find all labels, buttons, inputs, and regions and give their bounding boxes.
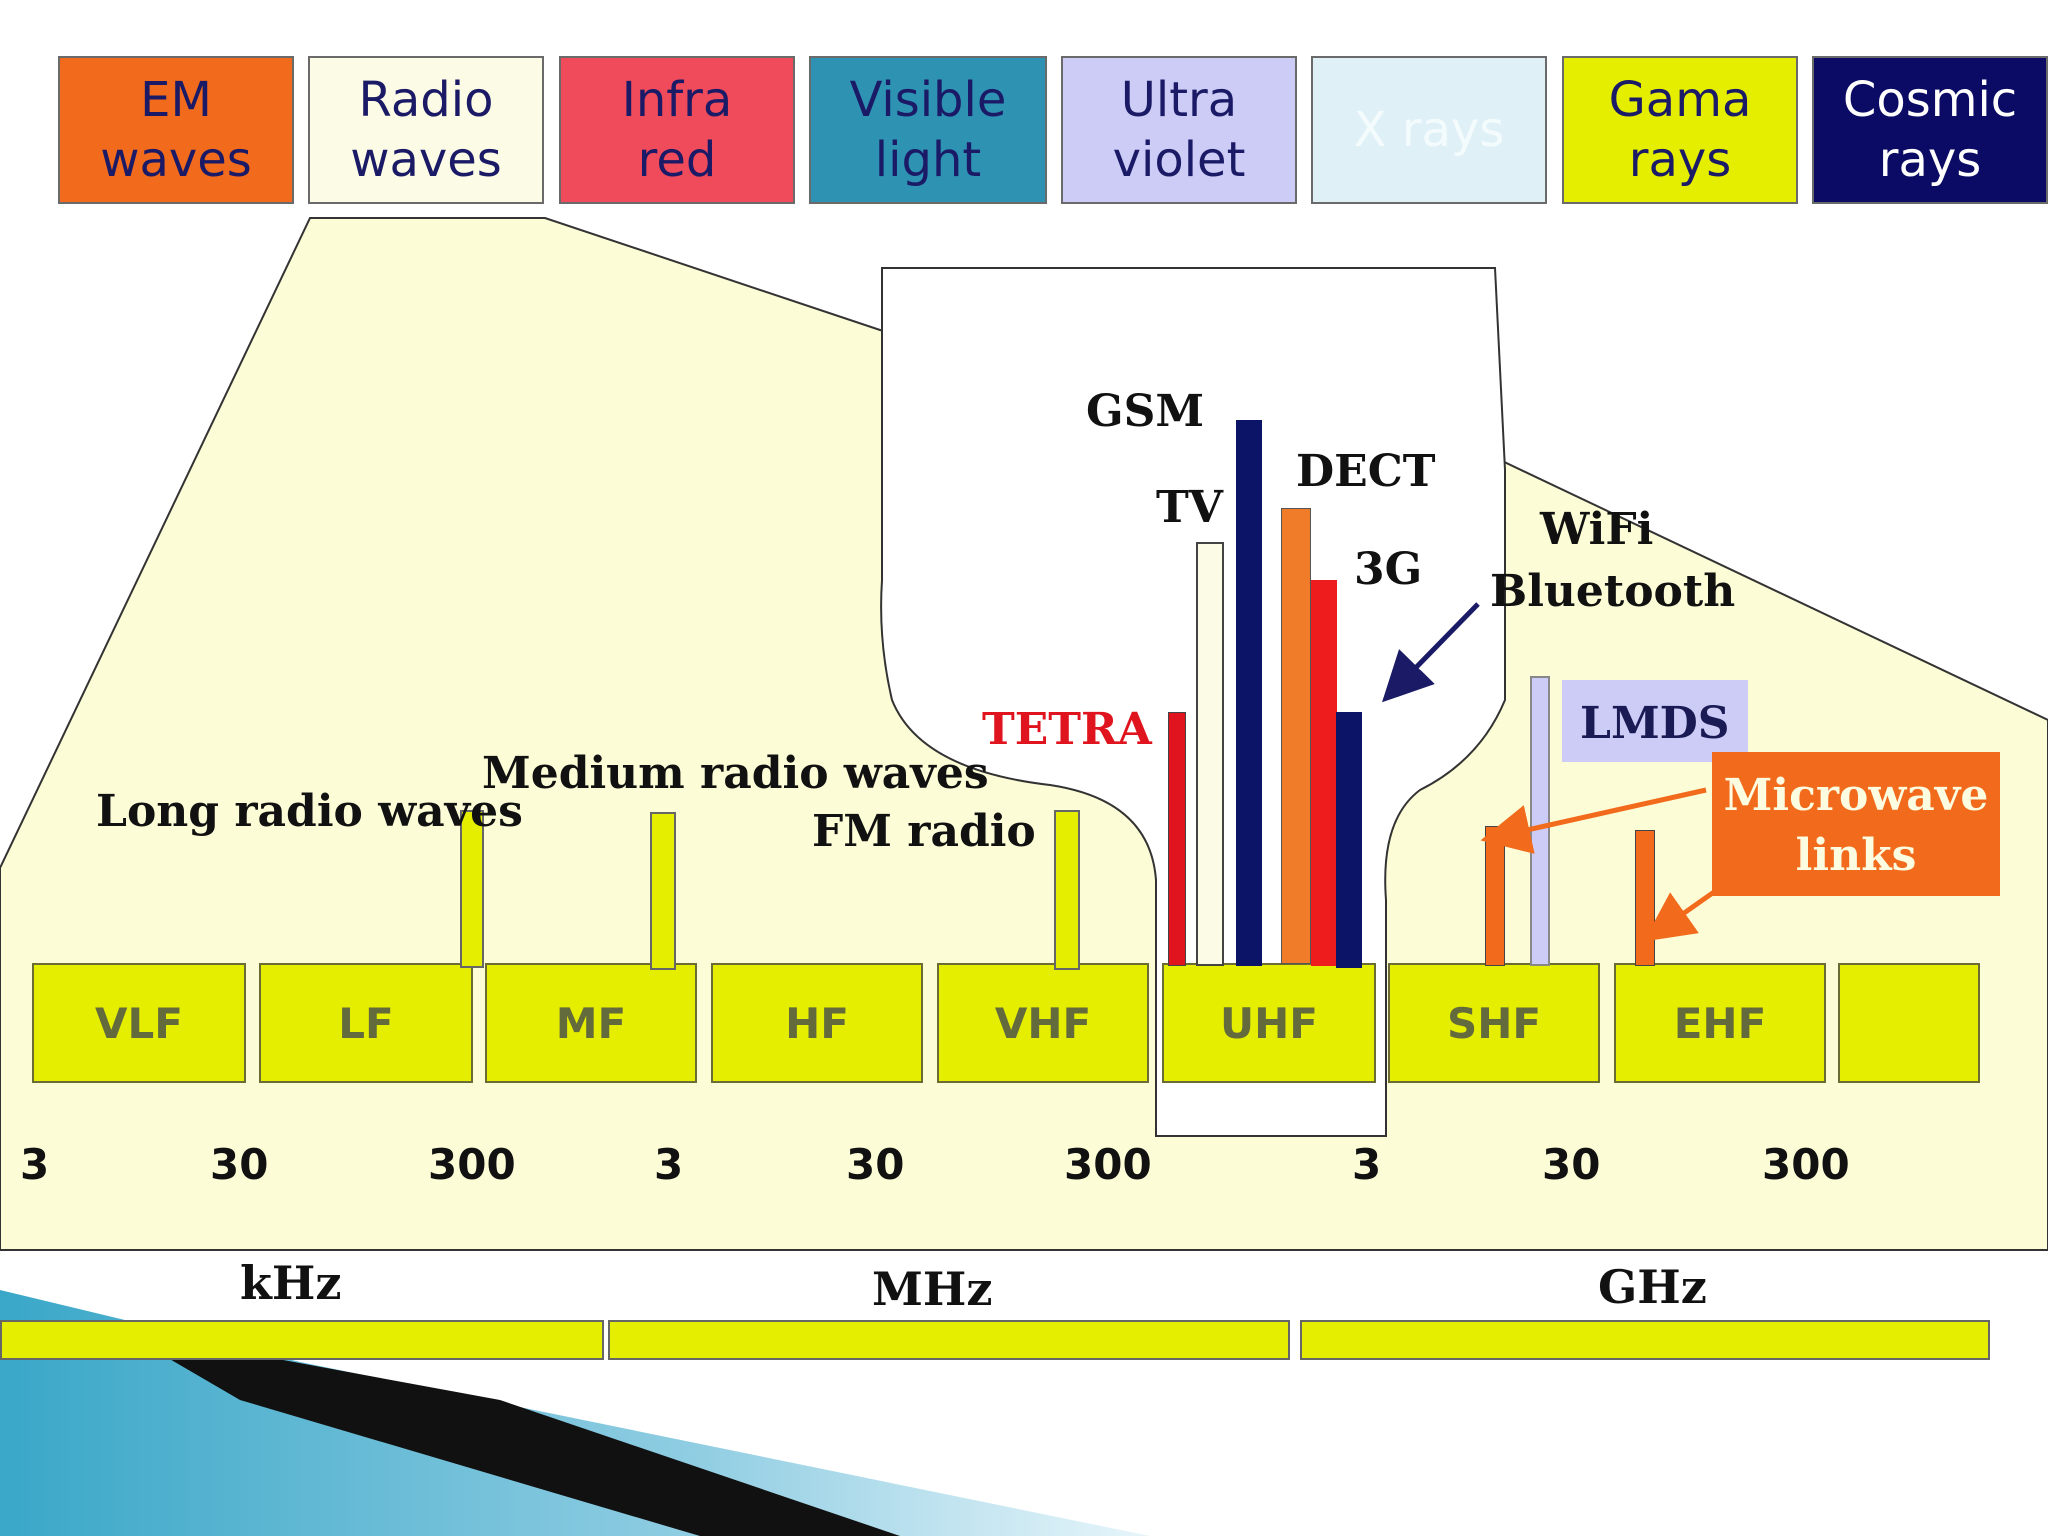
band-uhf: UHF [1162, 963, 1376, 1083]
spectrum-x-rays: X rays [1311, 56, 1547, 204]
gsm-label: GSM [1086, 386, 1205, 437]
unit-khz-bar [0, 1320, 604, 1360]
spectrum-visible-light: Visible light [809, 56, 1047, 204]
tick-30-mhz: 30 [846, 1140, 905, 1189]
tick-3-ghz: 3 [1352, 1140, 1382, 1189]
band-mf: MF [485, 963, 697, 1083]
unit-mhz-label: MHz [872, 1262, 993, 1316]
tick-300-mhz: 300 [1064, 1140, 1152, 1189]
tick-300-khz: 300 [428, 1140, 516, 1189]
tv-bar [1196, 542, 1224, 966]
decorative-swoosh [0, 1290, 1150, 1536]
microwave-arrow-shf [1480, 787, 1707, 854]
3g-label: 3G [1354, 544, 1423, 595]
spectrum-infra-red: Infra red [559, 56, 795, 204]
band-extra [1838, 963, 1980, 1083]
wifi-bluetooth-bar [1336, 712, 1362, 968]
tick-30-khz: 30 [210, 1140, 269, 1189]
medium-radio-label: Medium radio waves [482, 748, 989, 799]
wifi-arrow [1382, 602, 1480, 703]
3g-bar [1311, 580, 1337, 966]
long-radio-marker [460, 810, 484, 968]
tetra-label: TETRA [982, 704, 1152, 755]
spectrum-gama-rays: Gama rays [1562, 56, 1798, 204]
fm-radio-label: FM radio [812, 806, 1036, 857]
tick-3-khz: 3 [20, 1140, 50, 1189]
unit-ghz-label: GHz [1598, 1260, 1707, 1314]
unit-ghz-bar [1300, 1320, 1990, 1360]
microwave-arrow-ehf [1643, 889, 1716, 942]
wifi-label: WiFi [1540, 504, 1654, 555]
long-radio-label: Long radio waves [96, 786, 523, 837]
band-shf: SHF [1388, 963, 1600, 1083]
unit-khz-label: kHz [240, 1256, 342, 1310]
lmds-label: LMDS [1580, 698, 1730, 749]
microwave-links-label: Microwave links [1723, 770, 1989, 881]
dect-bar [1281, 508, 1311, 964]
tick-30-ghz: 30 [1542, 1140, 1601, 1189]
band-ehf: EHF [1614, 963, 1826, 1083]
decorative-swoosh-dark [120, 1330, 900, 1536]
spectrum-em-waves: EM waves [58, 56, 294, 204]
bluetooth-label: Bluetooth [1490, 566, 1736, 617]
lmds-label-box [1562, 680, 1748, 762]
fm-radio-marker [1054, 810, 1080, 970]
band-lf: LF [259, 963, 473, 1083]
band-hf: HF [711, 963, 923, 1083]
band-vhf: VHF [937, 963, 1149, 1083]
spectrum-cosmic-rays: Cosmic rays [1812, 56, 2048, 204]
microwave-label-box [1712, 752, 2000, 896]
spectrum-ultra-violet: Ultra violet [1061, 56, 1297, 204]
unit-mhz-bar [608, 1320, 1290, 1360]
tick-3-mhz: 3 [654, 1140, 684, 1189]
tick-300-ghz: 300 [1762, 1140, 1850, 1189]
medium-radio-marker [650, 812, 676, 970]
dect-label: DECT [1296, 446, 1436, 497]
gsm-bar [1236, 420, 1262, 966]
spectrum-radio-waves: Radio waves [308, 56, 544, 204]
tv-label: TV [1156, 482, 1223, 533]
tetra-bar [1168, 712, 1186, 966]
band-vlf: VLF [32, 963, 246, 1083]
